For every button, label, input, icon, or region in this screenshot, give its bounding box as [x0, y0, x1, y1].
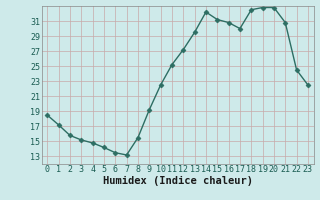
X-axis label: Humidex (Indice chaleur): Humidex (Indice chaleur)	[103, 176, 252, 186]
